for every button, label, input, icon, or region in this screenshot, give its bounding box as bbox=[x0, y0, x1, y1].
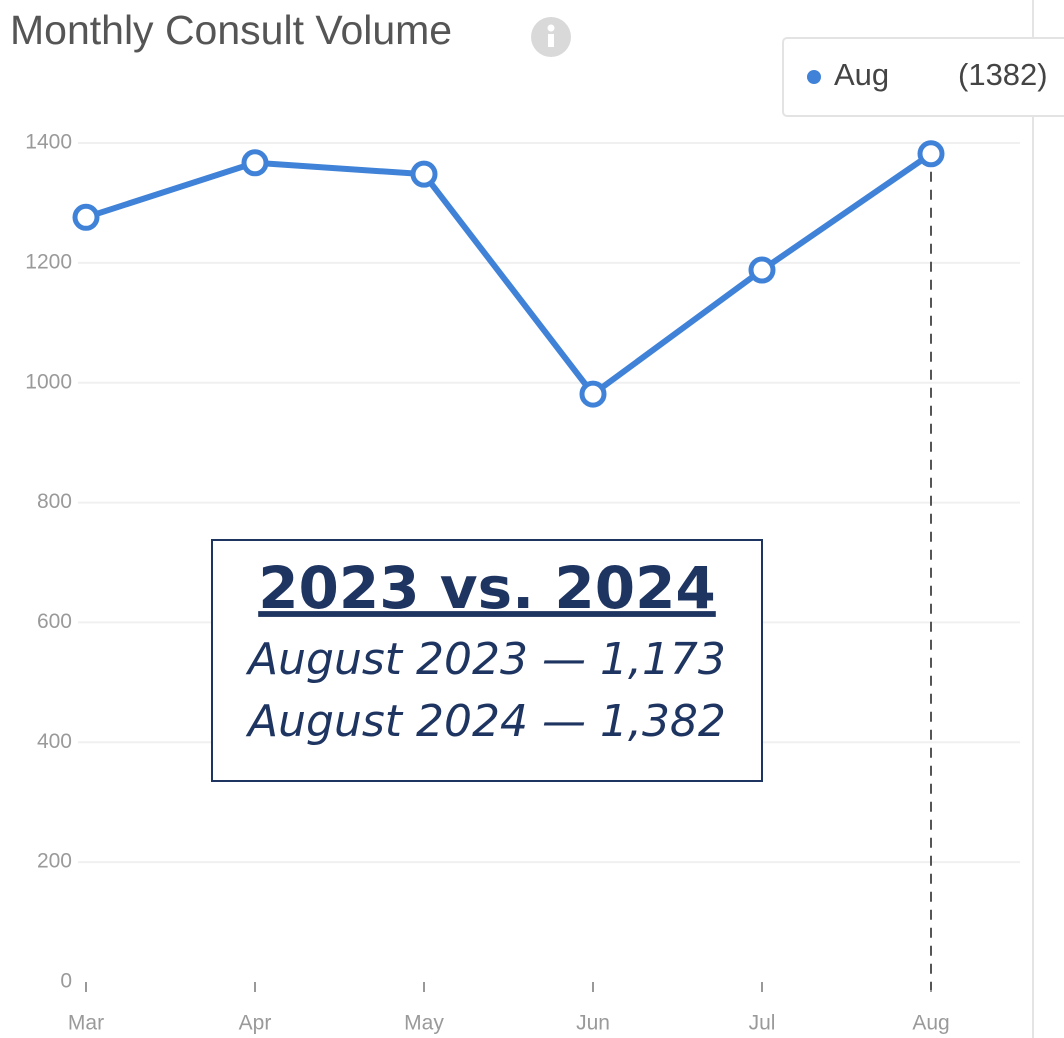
point bbox=[579, 380, 607, 408]
x-tick-label: Apr bbox=[239, 1012, 272, 1035]
x-tick-label: Mar bbox=[68, 1012, 104, 1035]
annotation-line: August 2023 — 1,173 bbox=[245, 634, 726, 685]
y-tick-label: 1000 bbox=[25, 370, 72, 393]
x-tick-label: Aug bbox=[912, 1012, 949, 1035]
point bbox=[410, 160, 438, 188]
tooltip-box bbox=[782, 37, 1064, 117]
point bbox=[917, 140, 945, 168]
tooltip-category: Aug bbox=[834, 57, 889, 92]
point bbox=[72, 203, 100, 231]
annotation: 2023 vs. 2024 August 2023 — 1,173 August… bbox=[211, 539, 763, 782]
y-tick-label: 1200 bbox=[25, 250, 72, 273]
x-tick-label: Jul bbox=[749, 1012, 776, 1035]
y-tick-label: 400 bbox=[37, 730, 72, 753]
annotation-box bbox=[211, 539, 763, 782]
y-tick-label: 600 bbox=[37, 610, 72, 633]
y-tick-label: 200 bbox=[37, 850, 72, 873]
tooltip-value: (1382) bbox=[958, 57, 1048, 92]
chart-title: Monthly Consult Volume bbox=[10, 7, 452, 53]
line bbox=[85, 151, 933, 398]
x-tick-label: May bbox=[404, 1012, 444, 1035]
info-stem[interactable] bbox=[548, 34, 554, 47]
y-tick-label: 0 bbox=[60, 970, 72, 993]
y-tick-label: 800 bbox=[37, 490, 72, 513]
info-icon[interactable] bbox=[531, 17, 571, 57]
annotation-title: 2023 vs. 2024 bbox=[258, 554, 716, 622]
info-dot[interactable] bbox=[547, 24, 555, 32]
annotation-line: August 2024 — 1,382 bbox=[245, 696, 726, 747]
tooltip: Aug (1382) bbox=[782, 37, 1064, 117]
point bbox=[748, 256, 776, 284]
tooltip-swatch bbox=[807, 70, 821, 84]
x-tick-label: Jun bbox=[576, 1012, 610, 1035]
y-tick-label: 1400 bbox=[25, 131, 72, 154]
point bbox=[241, 149, 269, 177]
